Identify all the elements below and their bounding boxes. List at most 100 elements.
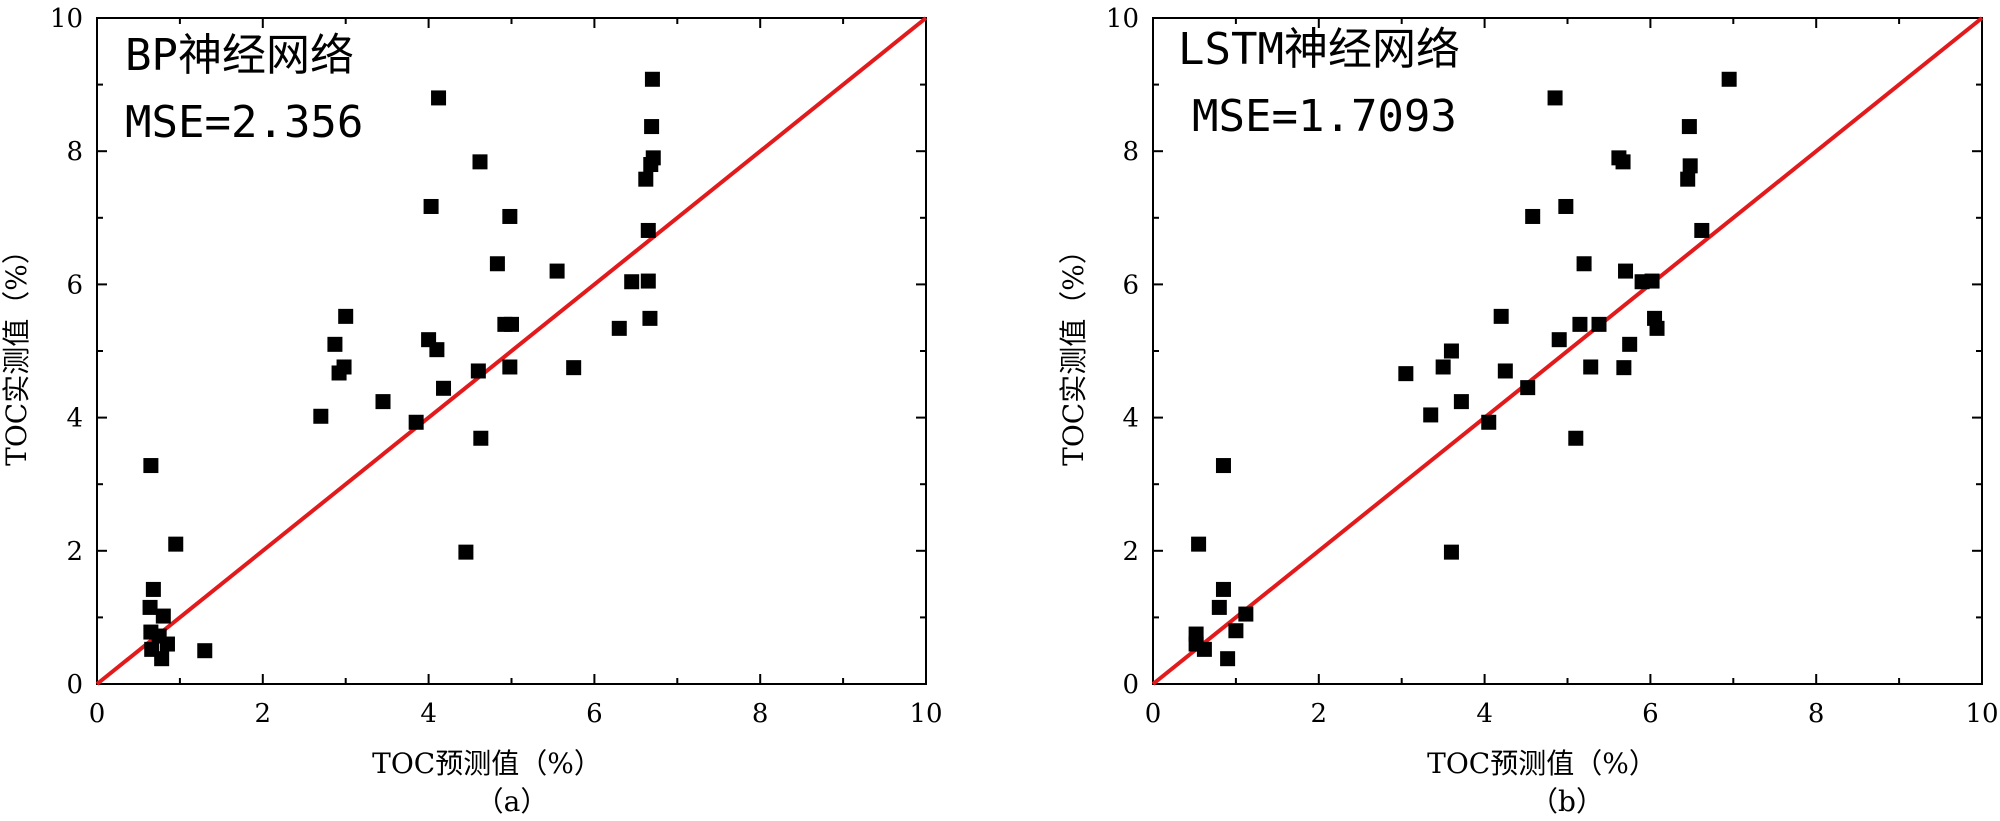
data-point — [408, 414, 424, 430]
x-axis-title: TOC预测值（%） — [372, 747, 602, 780]
data-point — [375, 394, 391, 410]
y-tick-label: 2 — [66, 537, 83, 567]
data-point — [197, 643, 213, 659]
data-point — [645, 150, 661, 166]
panel-caption: （b） — [1530, 785, 1604, 818]
x-tick-label: 6 — [1642, 699, 1659, 729]
data-point — [1680, 171, 1696, 187]
y-tick-label: 10 — [1106, 4, 1139, 34]
x-tick-label: 6 — [586, 699, 603, 729]
data-point — [566, 360, 582, 376]
data-point — [336, 359, 352, 375]
data-point — [1583, 359, 1599, 375]
data-point — [431, 90, 447, 106]
data-point — [624, 274, 640, 290]
data-point — [489, 256, 505, 272]
y-axis-title: TOC实测值（%） — [0, 236, 33, 466]
data-point — [644, 71, 660, 87]
reference-line-y-equals-x — [1151, 16, 1984, 686]
data-point — [429, 342, 445, 358]
x-tick-label: 0 — [1145, 699, 1162, 729]
data-point — [1721, 71, 1737, 87]
data-point — [1576, 256, 1592, 272]
panel-a: 0 2 4 6 8 10 0 2 4 6 8 10 BP神经网络 MSE=2.356 TOC预测值（… — [0, 4, 943, 818]
data-point — [549, 263, 565, 279]
data-point — [1616, 360, 1632, 376]
data-point — [1481, 414, 1497, 430]
y-tick-label: 2 — [1122, 537, 1139, 567]
y-tick-label: 4 — [1122, 404, 1139, 434]
x-tick-label: 10 — [909, 699, 942, 729]
y-tick-label: 8 — [1122, 137, 1139, 167]
data-point — [1398, 366, 1414, 382]
y-tick-label: 10 — [50, 4, 83, 34]
x-tick-label: 2 — [255, 699, 272, 729]
data-point — [327, 336, 343, 352]
x-tick-label: 2 — [1311, 699, 1328, 729]
data-point — [436, 380, 452, 396]
reference-line-y-equals-x — [95, 16, 928, 686]
data-point — [473, 430, 489, 446]
data-point — [1615, 154, 1631, 170]
y-tick-label: 8 — [66, 137, 83, 167]
data-point — [1525, 208, 1541, 224]
data-point — [1196, 641, 1212, 657]
data-points — [142, 71, 661, 667]
data-point — [1591, 316, 1607, 332]
data-point — [458, 544, 474, 560]
data-point — [1211, 599, 1227, 615]
mse-value: MSE=1.7093 — [1192, 91, 1457, 142]
data-point — [1497, 363, 1513, 379]
data-point — [1220, 651, 1236, 667]
data-point — [313, 408, 329, 424]
data-point — [472, 154, 488, 170]
data-point — [168, 536, 184, 552]
data-point — [1682, 158, 1698, 174]
model-title: LSTM神经网络 — [1178, 24, 1460, 75]
data-point — [1568, 430, 1584, 446]
data-point — [642, 310, 658, 326]
data-point — [638, 171, 654, 187]
data-point — [1644, 273, 1660, 289]
data-point — [154, 651, 170, 667]
x-axis-title: TOC预测值（%） — [1427, 747, 1657, 780]
y-axis-ticks: 0 2 4 6 8 10 — [50, 4, 926, 700]
data-point — [1423, 407, 1439, 423]
data-point — [1649, 320, 1665, 336]
data-point — [143, 458, 159, 474]
y-tick-label: 4 — [66, 404, 83, 434]
mse-value: MSE=2.356 — [125, 97, 363, 148]
data-point — [1238, 606, 1254, 622]
panel-caption: （a） — [476, 785, 549, 818]
x-tick-label: 4 — [1476, 699, 1493, 729]
data-point — [1520, 380, 1536, 396]
y-tick-label: 0 — [66, 670, 83, 700]
data-point — [502, 208, 518, 224]
data-point — [1558, 198, 1574, 214]
x-tick-label: 4 — [420, 699, 437, 729]
data-point — [470, 363, 486, 379]
data-point — [1493, 308, 1509, 324]
y-tick-label: 6 — [1122, 270, 1139, 300]
y-tick-label: 0 — [1122, 670, 1139, 700]
data-point — [1694, 222, 1710, 238]
data-point — [1215, 458, 1231, 474]
data-point — [1435, 359, 1451, 375]
data-point — [1618, 263, 1634, 279]
data-point — [159, 636, 175, 652]
data-point — [155, 608, 171, 624]
x-tick-label: 8 — [1808, 699, 1825, 729]
data-point — [640, 273, 656, 289]
data-point — [1453, 394, 1469, 410]
model-title: BP神经网络 — [125, 30, 354, 81]
data-point — [1547, 90, 1563, 106]
data-point — [145, 581, 161, 597]
data-point — [423, 198, 439, 214]
data-point — [1681, 119, 1697, 135]
data-point — [142, 599, 158, 615]
data-point — [502, 359, 518, 375]
data-point — [644, 119, 660, 135]
x-tick-label: 8 — [752, 699, 769, 729]
data-point — [1215, 581, 1231, 597]
